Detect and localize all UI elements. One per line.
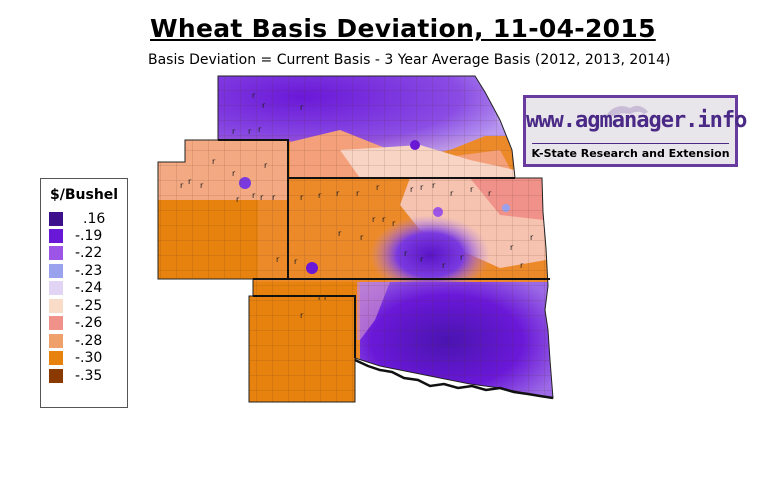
svg-text:r: r — [180, 181, 184, 190]
svg-text:r: r — [252, 191, 256, 200]
legend-label: -.24 — [75, 280, 103, 296]
svg-text:r: r — [300, 103, 304, 112]
svg-text:r: r — [324, 293, 328, 302]
svg-text:r: r — [232, 127, 236, 136]
svg-text:r: r — [318, 293, 322, 302]
brand-site: www.agmanager.info — [526, 108, 747, 133]
svg-text:r: r — [420, 183, 424, 192]
legend-swatch — [49, 281, 63, 295]
svg-text:r: r — [300, 193, 304, 202]
svg-text:r: r — [530, 233, 534, 242]
legend-swatch — [49, 229, 63, 243]
svg-text:r: r — [510, 243, 514, 252]
svg-text:r: r — [188, 177, 192, 186]
legend-item: -.35 — [49, 368, 123, 385]
legend-item: -.30 — [49, 350, 123, 367]
svg-text:r: r — [432, 181, 436, 190]
svg-text:r: r — [376, 183, 380, 192]
svg-text:r: r — [442, 261, 446, 270]
wildcat-icon — [606, 105, 648, 118]
svg-text:r: r — [392, 219, 396, 228]
svg-text:r: r — [356, 189, 360, 198]
svg-text:r: r — [248, 127, 252, 136]
legend-label: -.35 — [75, 368, 103, 384]
svg-text:r: r — [294, 257, 298, 266]
svg-text:r: r — [338, 229, 342, 238]
legend-swatch — [49, 246, 63, 260]
svg-text:r: r — [272, 193, 276, 202]
legend-item: -.23 — [49, 263, 123, 280]
svg-text:r: r — [470, 185, 474, 194]
svg-text:r: r — [450, 189, 454, 198]
legend-swatch — [49, 351, 63, 365]
svg-text:r: r — [372, 215, 376, 224]
legend-label: -.30 — [75, 350, 103, 366]
legend-swatch — [49, 334, 63, 348]
legend: $/Bushel .16 -.19 -.22 -.23 -.24 -.25 -.… — [40, 178, 128, 408]
legend-item: -.24 — [49, 280, 123, 297]
legend-swatch — [49, 369, 63, 383]
legend-item: -.26 — [49, 315, 123, 332]
svg-text:r: r — [200, 181, 204, 190]
svg-text:r: r — [258, 125, 262, 134]
svg-text:r: r — [336, 189, 340, 198]
legend-swatch — [49, 264, 63, 278]
svg-text:r: r — [404, 249, 408, 258]
svg-text:r: r — [260, 193, 264, 202]
legend-label: -.26 — [75, 315, 103, 331]
svg-text:r: r — [420, 255, 424, 264]
svg-text:r: r — [232, 169, 236, 178]
legend-swatch — [49, 316, 63, 330]
svg-text:r: r — [488, 189, 492, 198]
legend-swatch — [49, 212, 63, 226]
svg-text:r: r — [520, 261, 524, 270]
legend-swatch — [49, 299, 63, 313]
agmanager-logo[interactable]: www.agmanager.info K-State Research and … — [523, 95, 747, 167]
legend-label: -.28 — [75, 333, 103, 349]
svg-text:r: r — [460, 253, 464, 262]
svg-text:r: r — [276, 255, 280, 264]
legend-label: -.19 — [75, 228, 103, 244]
legend-title: $/Bushel — [50, 187, 119, 203]
legend-label: .16 — [83, 211, 106, 227]
svg-text:r: r — [262, 101, 266, 110]
legend-item: -.22 — [49, 245, 123, 262]
brand-divider — [532, 143, 729, 144]
map-title: Wheat Basis Deviation, 11-04-2015 — [150, 14, 656, 43]
brand-org: K-State Research and Extension — [531, 147, 730, 160]
map-subtitle: Basis Deviation = Current Basis - 3 Year… — [148, 52, 671, 68]
legend-item: -.25 — [49, 298, 123, 315]
legend-item: .16 — [49, 211, 123, 228]
svg-text:r: r — [252, 91, 256, 100]
svg-text:r: r — [212, 157, 216, 166]
svg-text:r: r — [264, 161, 268, 170]
legend-label: -.25 — [75, 298, 103, 314]
legend-label: -.23 — [75, 263, 103, 279]
svg-text:r: r — [318, 191, 322, 200]
legend-item: -.28 — [49, 333, 123, 350]
svg-text:r: r — [410, 185, 414, 194]
legend-label: -.22 — [75, 245, 103, 261]
svg-text:r: r — [300, 311, 304, 320]
svg-text:r: r — [382, 215, 386, 224]
svg-text:r: r — [360, 233, 364, 242]
svg-text:r: r — [236, 195, 240, 204]
legend-item: -.19 — [49, 228, 123, 245]
